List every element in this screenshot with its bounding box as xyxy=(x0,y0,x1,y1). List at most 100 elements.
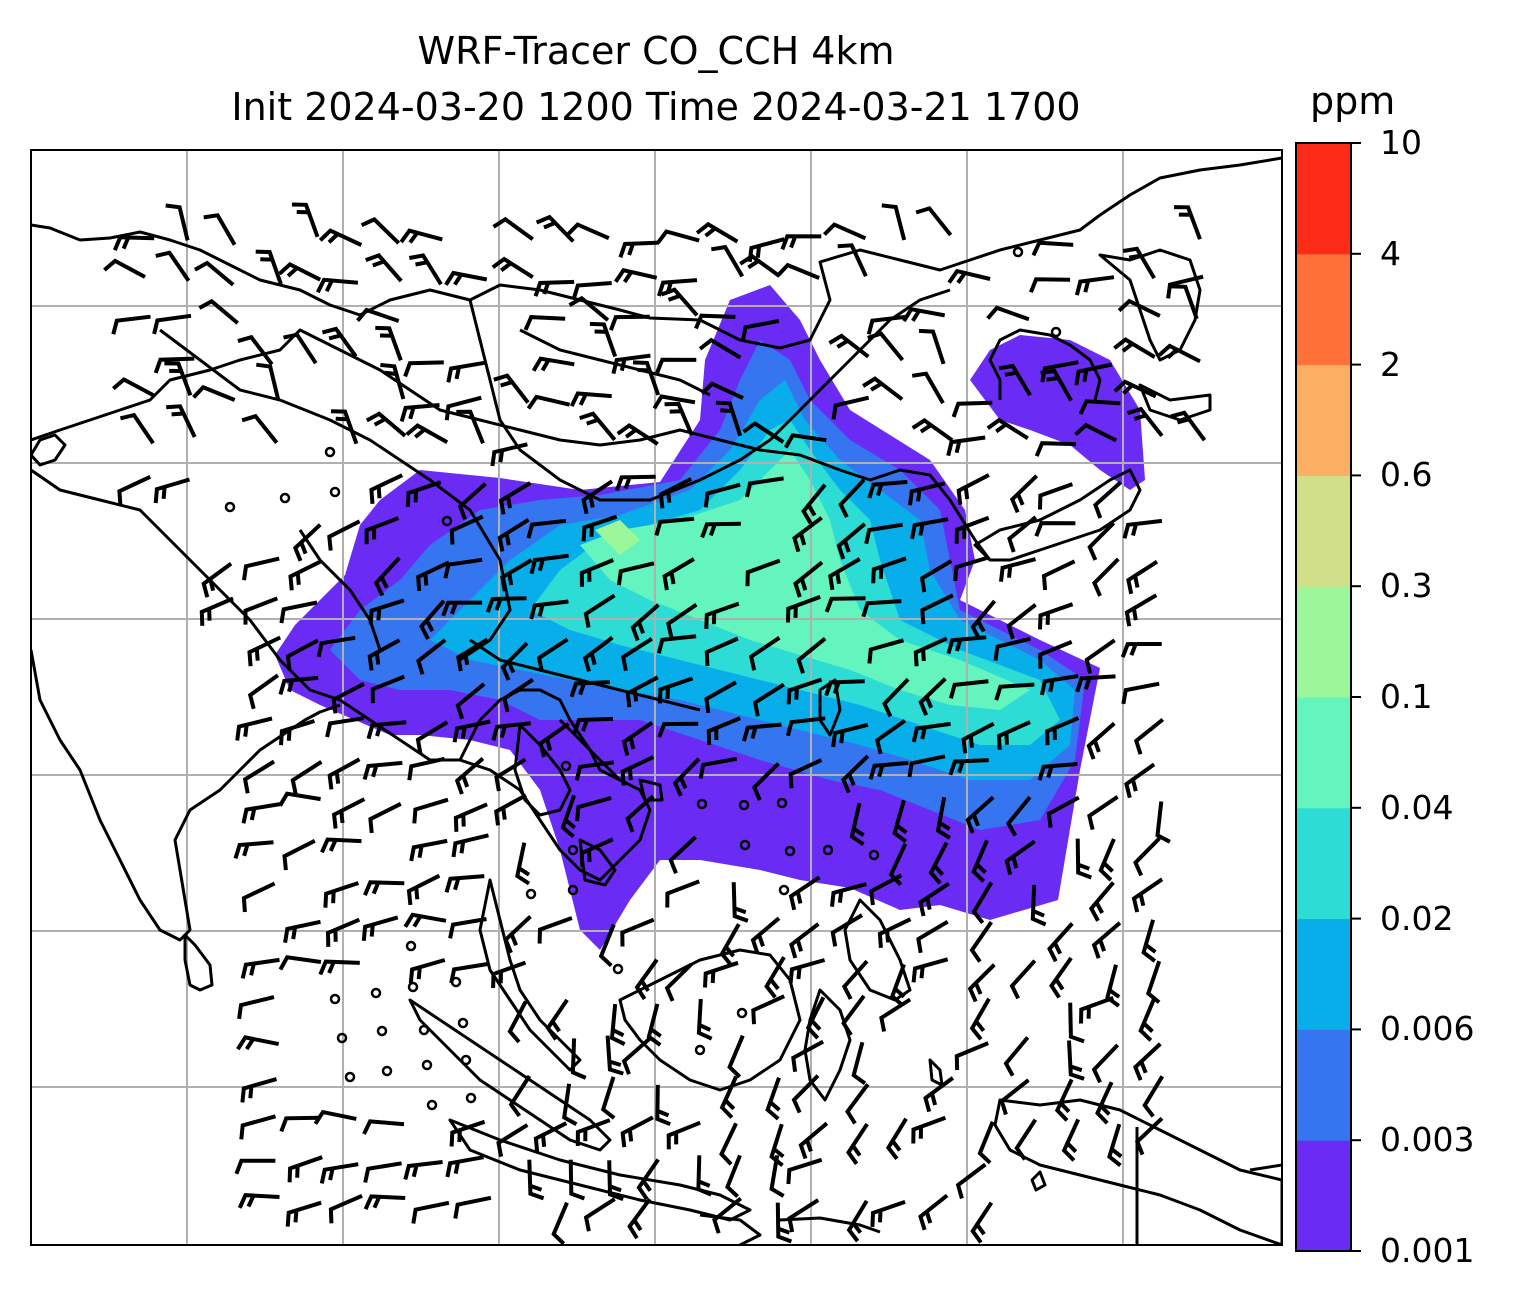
wind-barb xyxy=(871,556,907,584)
wind-barb xyxy=(764,956,786,999)
wind-barb xyxy=(846,1122,869,1165)
wind-barb xyxy=(363,880,405,896)
wind-barb xyxy=(545,998,569,1041)
wind-barb xyxy=(961,721,995,754)
wind-barb xyxy=(498,481,532,515)
wind-barb xyxy=(201,561,233,598)
wind-barb xyxy=(830,882,867,907)
wind-barb xyxy=(919,559,953,593)
wind-barb xyxy=(846,1199,869,1243)
wind-barb xyxy=(719,923,741,966)
wind-barb xyxy=(1126,406,1164,438)
calm-wind-circle xyxy=(868,849,880,861)
wind-barb xyxy=(789,922,820,959)
wind-barb xyxy=(568,295,610,322)
wind-barb xyxy=(712,1196,743,1234)
wind-barb xyxy=(152,313,192,335)
wind-barb xyxy=(1092,557,1120,597)
wind-barb xyxy=(502,677,535,713)
wind-barb xyxy=(1121,681,1160,705)
wind-barb xyxy=(1040,360,1079,383)
wind-barb xyxy=(775,1202,793,1244)
wind-barb xyxy=(620,637,653,672)
wind-barb xyxy=(998,363,1032,397)
wind-barb xyxy=(416,638,447,675)
colorbar-segment xyxy=(1296,364,1351,476)
wind-barb xyxy=(822,222,867,241)
wind-barb xyxy=(507,1000,528,1044)
wind-barb xyxy=(656,229,700,244)
wind-barb xyxy=(668,835,697,874)
wind-barb xyxy=(618,240,660,258)
wind-barb xyxy=(449,1119,486,1147)
wind-barb xyxy=(444,395,482,421)
wind-barb xyxy=(285,638,319,671)
wind-barbs xyxy=(103,202,1207,1245)
wind-barb xyxy=(615,474,656,492)
wind-barb xyxy=(1078,399,1121,415)
wind-barb xyxy=(636,1158,660,1201)
wind-barb xyxy=(605,1035,624,1076)
wind-barb xyxy=(614,267,658,284)
wind-barb xyxy=(536,637,569,673)
wind-barb xyxy=(666,602,698,638)
wind-barb xyxy=(965,795,995,834)
wind-barb xyxy=(362,1119,405,1135)
calm-wind-circle xyxy=(567,884,579,896)
wind-barb xyxy=(956,473,990,505)
wind-barb xyxy=(493,373,530,404)
wind-barb xyxy=(948,679,989,699)
wind-barb xyxy=(533,1121,568,1153)
wind-barb xyxy=(776,262,820,280)
wind-barb xyxy=(1006,603,1037,640)
wind-barb xyxy=(993,636,1031,661)
wind-barb xyxy=(1038,482,1074,510)
wind-barb xyxy=(1157,343,1201,364)
wind-barb xyxy=(327,757,361,790)
wind-barb xyxy=(278,955,322,971)
wind-barb xyxy=(658,477,693,509)
wind-barb xyxy=(529,553,569,575)
wind-barb xyxy=(443,557,483,579)
wind-barb xyxy=(885,1117,908,1161)
wind-barb xyxy=(970,1201,994,1244)
wind-barb xyxy=(240,957,280,979)
wind-barb xyxy=(955,1162,987,1199)
colorbar-unit-label: ppm xyxy=(1310,79,1396,123)
wind-barb xyxy=(1131,877,1164,913)
colorbar-segment xyxy=(1296,807,1351,920)
wind-barb xyxy=(902,306,946,323)
wind-barb xyxy=(582,635,614,672)
wind-barb xyxy=(824,596,866,613)
wind-barb xyxy=(710,244,745,278)
wind-barb xyxy=(247,673,280,710)
wind-barb xyxy=(828,557,861,591)
wind-barb xyxy=(1034,441,1077,457)
wind-barb xyxy=(368,598,405,625)
wind-barb xyxy=(1041,559,1076,591)
colorbar-segment xyxy=(1296,586,1351,698)
wind-barb xyxy=(1005,795,1032,837)
wind-barb xyxy=(882,677,910,718)
calm-wind-circle xyxy=(344,1071,356,1083)
wind-barb xyxy=(319,1162,359,1184)
wind-barb xyxy=(292,523,322,562)
wind-barb xyxy=(621,1037,652,1075)
wind-barb xyxy=(696,998,713,1041)
wind-barb xyxy=(321,326,358,358)
colorbar-segment xyxy=(1296,475,1351,587)
wind-barb xyxy=(234,1158,276,1175)
wind-barb xyxy=(328,1193,363,1224)
wind-barb xyxy=(727,1034,745,1079)
wind-barb xyxy=(581,514,618,542)
wind-barb xyxy=(786,677,823,705)
wind-barb xyxy=(1087,795,1119,831)
wind-barb xyxy=(112,235,155,251)
colorbar-tick-label: 2 xyxy=(1380,344,1401,384)
wind-barb xyxy=(492,216,534,241)
wind-barb xyxy=(1061,1118,1081,1162)
wind-barb xyxy=(715,400,743,437)
wind-barb xyxy=(1031,240,1074,257)
wind-barb xyxy=(569,391,612,407)
wind-barb xyxy=(798,1121,829,1160)
